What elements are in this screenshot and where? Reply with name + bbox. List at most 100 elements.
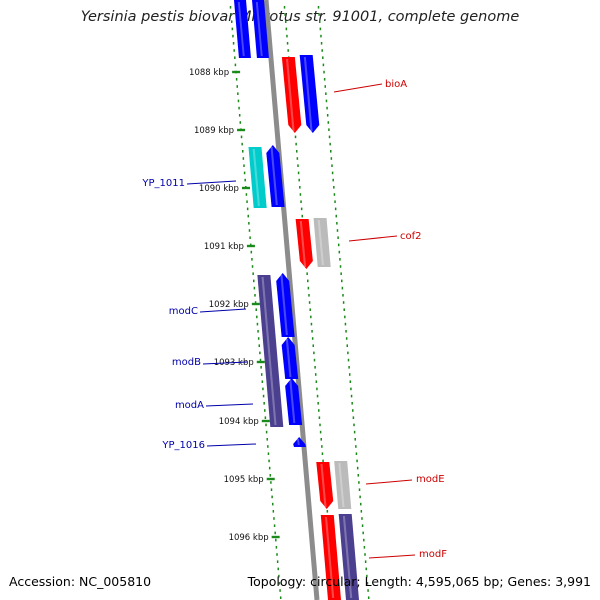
ring-dot [337, 236, 339, 239]
ring-dot [263, 402, 265, 405]
ring-dot [331, 171, 334, 175]
ring-dot [248, 229, 251, 232]
ring-dot [257, 330, 259, 333]
ring-dot [233, 49, 235, 52]
ring-dot [353, 423, 355, 427]
ring-dot [234, 63, 237, 67]
ring-dot [328, 135, 331, 139]
ring-dot [286, 42, 289, 45]
ring-dot [249, 236, 251, 239]
ring-dot [261, 380, 264, 383]
ring-dot [355, 452, 358, 455]
ring-dot [321, 49, 323, 52]
ring-dot [359, 495, 361, 499]
ring-dot [297, 171, 300, 175]
ring-dot [265, 423, 267, 427]
ring-dot [255, 308, 257, 311]
ring-dot [242, 157, 245, 160]
gene-feature [266, 145, 285, 207]
ring-dot [251, 265, 254, 268]
ring-dot [252, 272, 254, 275]
ring-dot [236, 85, 238, 88]
ring-dot [320, 42, 323, 45]
dotted-rings [229, 6, 370, 599]
ring-dot [268, 459, 270, 463]
gene-highlight [286, 59, 295, 131]
ring-dot [344, 315, 346, 319]
ring-dot [260, 373, 263, 376]
ring-dot [346, 344, 349, 347]
gene-label-yp-1016[interactable]: YP_1016 [161, 440, 205, 451]
ring-dot [318, 409, 320, 412]
ring-dot [338, 250, 341, 254]
gene-label-leader [368, 554, 416, 559]
ring-dot [347, 351, 349, 355]
ring-dot [229, 6, 232, 9]
gene-highlight [252, 149, 260, 206]
gene-label-leader [206, 443, 257, 447]
ring-dot [314, 373, 317, 376]
ring-dot [300, 200, 302, 203]
gene-feature [281, 57, 302, 133]
gene-label-bioa[interactable]: bioA [385, 79, 407, 90]
ring-dot [334, 207, 337, 211]
scale-tick-mark [246, 244, 255, 248]
ring-dot [237, 92, 239, 95]
ring-dot [351, 402, 353, 405]
gene-label-mode[interactable]: modE [416, 474, 445, 485]
scale-tick-mark [241, 186, 250, 190]
gene-label-modb[interactable]: modB [172, 357, 201, 368]
gene-feature [316, 462, 334, 509]
ring-dot [356, 459, 358, 463]
ring-dot [357, 474, 360, 477]
ring-dot [342, 301, 345, 304]
ring-dot [337, 243, 340, 247]
ring-dot [231, 27, 234, 31]
gene-label-modc[interactable]: modC [169, 306, 198, 317]
ring-dot [328, 128, 330, 131]
ring-dot [326, 114, 329, 117]
ring-dot [319, 430, 322, 434]
ring-dot [313, 358, 316, 362]
ring-dot [318, 20, 321, 23]
gene-highlight [303, 57, 313, 131]
ring-dot [336, 229, 339, 232]
gene-label-modf[interactable]: modF [419, 549, 447, 560]
ring-dot [322, 56, 324, 59]
gene-label-leader [199, 308, 247, 313]
ring-dot [326, 106, 328, 110]
ring-dot [355, 445, 357, 448]
ring-dot [296, 150, 298, 153]
ring-dot [267, 452, 270, 455]
scale-tick-label: 1092 kbp [209, 300, 249, 310]
gene-label-moda[interactable]: modA [175, 400, 204, 411]
ring-dot [322, 459, 324, 463]
ring-dot [278, 582, 281, 585]
ring-dot [285, 27, 288, 31]
gene-label-cof2[interactable]: cof2 [400, 231, 422, 242]
ring-dot [265, 430, 268, 434]
gene-label-leader [205, 403, 254, 407]
ring-dot [364, 560, 367, 563]
ring-dot [348, 373, 351, 376]
gene-feature [252, 0, 269, 58]
ring-dot [345, 330, 347, 333]
ring-dot [317, 6, 320, 9]
ring-dot [319, 423, 321, 427]
ring-dot [354, 438, 356, 441]
ring-dot [299, 193, 302, 196]
ring-dot [312, 344, 315, 347]
ring-dot [259, 358, 262, 362]
ring-dot [307, 279, 309, 283]
ring-dot [345, 337, 348, 340]
ring-dot [359, 502, 362, 506]
accession-label: Accession: NC_005810 [9, 574, 152, 589]
gene-label-yp-1011[interactable]: YP_1011 [141, 178, 185, 189]
ring-dot [317, 402, 319, 405]
ring-dot [257, 337, 260, 340]
gene-feature [234, 0, 251, 58]
gene-feature [334, 461, 352, 509]
ring-dot [360, 510, 363, 513]
ring-dot [300, 207, 303, 211]
